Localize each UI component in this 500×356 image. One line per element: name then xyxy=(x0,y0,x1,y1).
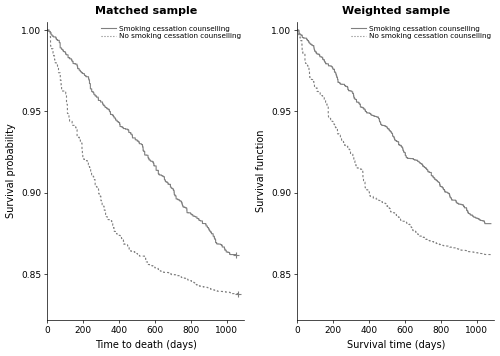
Smoking cessation counselling xyxy=(423,167,429,171)
X-axis label: Time to death (days): Time to death (days) xyxy=(95,340,197,350)
Legend: Smoking cessation counselling, No smoking cessation counselling: Smoking cessation counselling, No smokin… xyxy=(100,24,242,41)
Smoking cessation counselling xyxy=(188,212,194,216)
No smoking cessation counselling xyxy=(177,274,183,278)
No smoking cessation counselling xyxy=(318,93,324,98)
No smoking cessation counselling xyxy=(455,247,461,251)
Line: Smoking cessation counselling: Smoking cessation counselling xyxy=(48,30,236,255)
Smoking cessation counselling xyxy=(488,221,494,226)
Smoking cessation counselling xyxy=(155,168,161,172)
Smoking cessation counselling xyxy=(234,252,239,257)
No smoking cessation counselling xyxy=(396,216,402,220)
Smoking cessation counselling xyxy=(482,221,488,226)
Smoking cessation counselling xyxy=(424,168,430,172)
No smoking cessation counselling xyxy=(44,28,51,32)
Line: Smoking cessation counselling: Smoking cessation counselling xyxy=(298,30,491,224)
No smoking cessation counselling xyxy=(392,211,398,216)
Smoking cessation counselling xyxy=(376,116,382,121)
Line: No smoking cessation counselling: No smoking cessation counselling xyxy=(298,30,491,255)
No smoking cessation counselling xyxy=(488,252,494,257)
No smoking cessation counselling xyxy=(72,123,78,127)
No smoking cessation counselling xyxy=(228,292,234,296)
No smoking cessation counselling xyxy=(91,175,97,179)
Smoking cessation counselling xyxy=(294,28,300,32)
Y-axis label: Survival function: Survival function xyxy=(256,130,266,212)
No smoking cessation counselling xyxy=(90,174,96,178)
Smoking cessation counselling xyxy=(106,108,112,112)
Smoking cessation counselling xyxy=(370,113,376,117)
Smoking cessation counselling xyxy=(44,28,51,32)
No smoking cessation counselling xyxy=(294,28,300,32)
Smoking cessation counselling xyxy=(208,231,214,235)
Smoking cessation counselling xyxy=(368,111,374,116)
No smoking cessation counselling xyxy=(235,292,241,296)
No smoking cessation counselling xyxy=(168,272,174,276)
Title: Matched sample: Matched sample xyxy=(95,6,197,16)
Smoking cessation counselling xyxy=(332,70,338,74)
No smoking cessation counselling xyxy=(360,176,366,180)
Smoking cessation counselling xyxy=(228,252,234,257)
X-axis label: Survival time (days): Survival time (days) xyxy=(347,340,445,350)
Smoking cessation counselling xyxy=(172,192,178,197)
Line: No smoking cessation counselling: No smoking cessation counselling xyxy=(48,30,238,294)
Smoking cessation counselling xyxy=(144,153,150,157)
No smoking cessation counselling xyxy=(334,131,340,135)
No smoking cessation counselling xyxy=(107,218,113,222)
Y-axis label: Survival probability: Survival probability xyxy=(6,124,16,218)
Title: Weighted sample: Weighted sample xyxy=(342,6,450,16)
No smoking cessation counselling xyxy=(482,252,488,257)
Legend: Smoking cessation counselling, No smoking cessation counselling: Smoking cessation counselling, No smokin… xyxy=(350,24,492,41)
